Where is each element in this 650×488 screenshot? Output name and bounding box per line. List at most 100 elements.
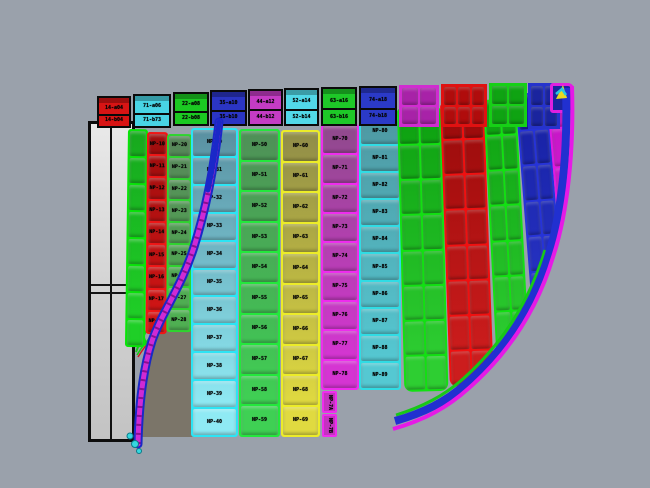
panel[interactable]: NP-53 [241, 222, 278, 252]
panel[interactable]: NP-85 [361, 254, 399, 280]
stack-grid-red[interactable] [441, 84, 487, 127]
stack-row[interactable]: 52-a14 [286, 95, 317, 109]
panel-strip-yellow[interactable]: NP-60 NP-61 NP-62 NP-63 NP-64 NP-65 NP-66 NP-67… [281, 130, 320, 437]
stack-cell[interactable] [531, 86, 543, 105]
stack-cell[interactable] [531, 107, 543, 126]
guide-curve-inner [135, 119, 222, 447]
stack-row[interactable]: 63-b16 [323, 110, 355, 124]
panel-strip-cyan[interactable]: NP-30 NP-31 NP-32 NP-33 NP-34 NP-35 NP-36 NP-37… [191, 128, 238, 437]
panel-strip-green[interactable]: NP-50 NP-51 NP-52 NP-53 NP-54 NP-55 NP-56 NP-57… [239, 129, 280, 437]
panel[interactable]: NP-88 [361, 335, 399, 361]
panel[interactable]: NP-40 [193, 409, 236, 435]
panel[interactable]: NP-61 [283, 162, 318, 191]
panel[interactable]: NP-67 [283, 345, 318, 374]
panel[interactable]: NP-62 [283, 193, 318, 222]
panel[interactable]: NP-66 [283, 315, 318, 344]
stack-row[interactable]: 14-a04 [99, 103, 129, 114]
panel[interactable]: NP-37 [193, 325, 236, 352]
panel[interactable]: NP-32 [193, 185, 236, 212]
stack-grid-green[interactable] [489, 83, 527, 127]
stack-cell[interactable] [444, 106, 456, 124]
stack-row[interactable]: 14-b04 [99, 116, 129, 127]
panel[interactable]: NP-82 [361, 173, 399, 199]
stack-cell[interactable] [509, 86, 524, 104]
stack-cell[interactable] [420, 88, 436, 105]
panel[interactable]: NP-58 [241, 375, 278, 405]
panel-strip-magenta[interactable]: NP-70 NP-71 NP-72 NP-73 NP-74 NP-75 NP-76 NP-77… [321, 124, 359, 390]
stack-cell[interactable] [492, 86, 507, 104]
stack-row[interactable]: 22-b08 [175, 113, 207, 125]
panel[interactable]: NP-83 [361, 200, 399, 226]
panel[interactable]: NP-71 [323, 155, 357, 183]
stack-blue-2[interactable]: 74-a18 74-b18 [359, 86, 397, 126]
stack-blue-1[interactable]: 35-a10 35-b10 [210, 90, 247, 126]
stack-row[interactable]: 63-a16 [323, 94, 355, 108]
panel[interactable]: NP-59 [241, 406, 278, 435]
stack-cell[interactable] [472, 106, 484, 124]
panel[interactable]: NP-35 [193, 269, 236, 296]
stack-row[interactable]: 44-a12 [250, 96, 281, 109]
stack-row[interactable]: 44-b12 [250, 111, 281, 124]
stack-cell[interactable] [458, 106, 470, 124]
panel-label: NP-37 [206, 334, 223, 341]
stack-row[interactable]: 35-a10 [212, 97, 245, 110]
panel[interactable]: NP-36 [193, 297, 236, 324]
panel[interactable]: NP-34 [193, 241, 236, 268]
panel[interactable]: NP-57 [241, 345, 278, 374]
panel[interactable]: NP-75 [323, 272, 357, 300]
panel-tail[interactable]: NP-7A [322, 391, 337, 413]
panel[interactable]: NP-38 [193, 353, 236, 380]
stack-cyan-2[interactable]: 52-a14 52-b14 [284, 88, 319, 126]
panel[interactable]: NP-39 [193, 381, 236, 408]
stack-magenta-1[interactable]: 44-a12 44-b12 [248, 89, 283, 126]
stack-cell[interactable] [444, 87, 456, 105]
panel[interactable]: NP-52 [241, 192, 278, 221]
panel[interactable]: NP-51 [241, 161, 278, 191]
panel[interactable]: NP-78 [323, 360, 357, 388]
stack-cell[interactable] [402, 107, 418, 124]
panel[interactable]: NP-55 [241, 283, 278, 313]
stack-cell[interactable] [492, 106, 507, 124]
panel[interactable]: NP-72 [323, 184, 357, 212]
stack-cell[interactable] [458, 87, 470, 105]
panel[interactable]: NP-65 [283, 284, 318, 313]
stack-row[interactable]: 71-b73 [135, 115, 169, 127]
stack-green-1[interactable]: 22-a08 22-b08 [173, 92, 209, 126]
panel[interactable]: NP-73 [323, 213, 357, 242]
panel[interactable]: NP-87 [361, 308, 399, 334]
stack-top-face [99, 98, 129, 103]
panel[interactable]: NP-70 [323, 126, 357, 154]
panel[interactable]: NP-81 [361, 146, 399, 172]
panel[interactable]: NP-77 [323, 331, 357, 359]
panel[interactable]: NP-64 [283, 254, 318, 283]
stack-row[interactable]: 74-b18 [361, 110, 395, 125]
stack-cell[interactable] [472, 87, 484, 105]
panel[interactable]: NP-74 [323, 243, 357, 271]
stack-row[interactable]: 74-a18 [361, 93, 395, 108]
panel[interactable]: NP-68 [283, 376, 318, 405]
panel[interactable]: NP-60 [283, 132, 318, 161]
panel[interactable]: NP-50 [241, 131, 278, 160]
stack-cell[interactable] [402, 88, 418, 105]
stack-red-1[interactable]: 14-a04 14-b04 [97, 96, 131, 128]
panel[interactable]: NP-63 [283, 223, 318, 252]
panel[interactable]: NP-56 [241, 314, 278, 344]
panel[interactable]: NP-54 [241, 253, 278, 282]
panel-tail[interactable]: NP-7B [322, 414, 337, 437]
stack-row[interactable]: 35-b10 [212, 112, 245, 125]
panel[interactable]: NP-86 [361, 281, 399, 307]
stack-cell[interactable] [509, 106, 524, 124]
panel-strip-teal[interactable]: NP-80 NP-81 NP-82 NP-83 NP-84 NP-85 NP-86 NP-87… [359, 117, 401, 390]
panel[interactable]: NP-84 [361, 227, 399, 253]
stack-cyan-1[interactable]: 71-a06 71-b73 [133, 94, 171, 128]
stack-row[interactable]: 22-a08 [175, 99, 207, 111]
panel[interactable]: NP-89 [361, 362, 399, 388]
stack-row[interactable]: 52-b14 [286, 111, 317, 125]
stack-green-2[interactable]: 63-a16 63-b16 [321, 87, 357, 126]
stack-cell[interactable] [420, 107, 436, 124]
panel[interactable]: NP-69 [283, 406, 318, 435]
stack-row[interactable]: 71-a06 [135, 101, 169, 113]
panel[interactable]: NP-76 [323, 301, 357, 330]
stack-grid-magenta[interactable] [399, 85, 439, 127]
